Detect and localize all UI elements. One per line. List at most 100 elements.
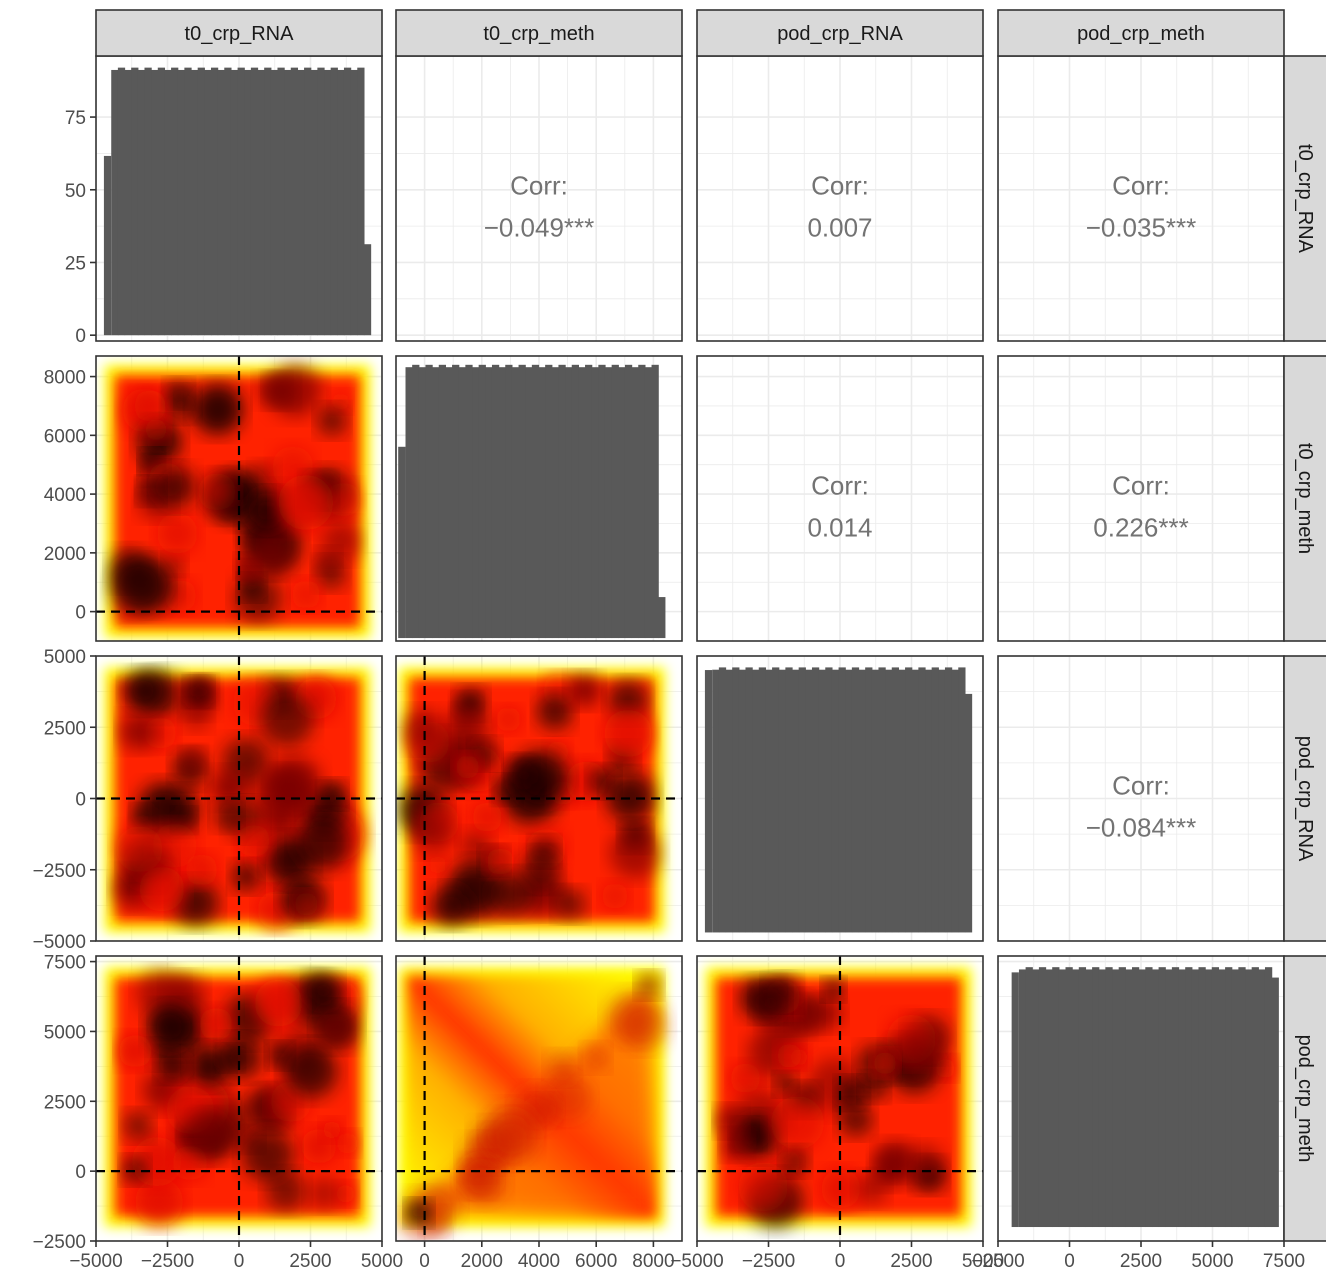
- density-blob: [770, 1096, 825, 1150]
- density-blob: [247, 491, 287, 531]
- density-blob: [823, 979, 844, 1000]
- histogram-bar: [551, 367, 560, 639]
- histogram-bar: [184, 67, 192, 336]
- density-blob: [775, 1073, 796, 1095]
- strip-background: [95, 9, 383, 57]
- density-blob: [489, 872, 534, 916]
- density-blob: [131, 806, 155, 830]
- x-tick-label: −5000: [670, 1251, 723, 1272]
- density-blob: [837, 1078, 866, 1107]
- histogram-bar: [1065, 967, 1073, 1228]
- density-blob: [164, 975, 205, 1015]
- density-blob: [185, 1108, 236, 1158]
- histogram-bar: [1038, 967, 1047, 1228]
- density-blob: [219, 1046, 242, 1070]
- x-tick-label: 5000: [962, 1251, 1004, 1272]
- histogram-bar: [752, 669, 760, 933]
- density-blob: [197, 472, 236, 511]
- density-blob: [876, 1141, 914, 1178]
- histogram-bar: [432, 367, 440, 639]
- histogram-bar: [818, 669, 826, 933]
- x-tick-label: 2000: [461, 1251, 503, 1272]
- density-blob: [446, 709, 489, 752]
- density-blob: [412, 812, 454, 854]
- histogram-bar: [438, 364, 447, 639]
- histogram-bar: [124, 69, 132, 336]
- histogram-bar: [357, 67, 365, 336]
- histogram-bar: [1058, 969, 1067, 1228]
- histogram-bar: [1225, 967, 1233, 1228]
- density-blob: [267, 756, 322, 811]
- y-tick-label: 75: [65, 108, 86, 129]
- y-tick-label: 5000: [44, 1022, 86, 1043]
- corr-value: −0.084***: [1086, 813, 1197, 843]
- panel-pod_crp_meth-t0_crp_RNA: [95, 955, 383, 1242]
- histogram-bar: [651, 364, 659, 639]
- histogram-bar: [871, 669, 880, 933]
- density-blob: [231, 862, 260, 892]
- histogram-bar: [478, 364, 486, 639]
- histogram-bar: [951, 669, 959, 933]
- density-blob: [237, 824, 271, 858]
- histogram-bar: [944, 667, 953, 933]
- density-blob: [753, 986, 788, 1020]
- strip-right-pod_crp_meth: pod_crp_meth: [1283, 955, 1326, 1242]
- density-blob: [412, 981, 651, 1214]
- y-tick-label: 0: [75, 326, 86, 347]
- histogram-bar: [591, 367, 599, 639]
- x-tick-label: 5000: [1191, 1251, 1233, 1272]
- histogram-bar: [1011, 972, 1019, 1228]
- y-tick-label: −5000: [33, 932, 86, 953]
- density-blob: [486, 847, 515, 876]
- histogram-bar: [838, 667, 846, 933]
- histogram-bar: [825, 667, 833, 933]
- panel-grid: [396, 56, 682, 341]
- histogram-bar: [505, 364, 513, 639]
- density-blob: [192, 384, 243, 435]
- panel-pod_crp_RNA-pod_crp_RNA: [696, 655, 984, 942]
- density-blob: [319, 781, 345, 807]
- density-blob: [185, 853, 218, 886]
- panel-border: [95, 355, 383, 642]
- histogram-bar: [418, 367, 427, 639]
- density-blob: [147, 1004, 192, 1049]
- histogram-bar: [925, 669, 933, 933]
- histogram-bar: [337, 69, 345, 336]
- histogram-bar: [558, 364, 566, 639]
- density-blob: [431, 886, 471, 926]
- strip-right-t0_crp_RNA: t0_crp_RNA: [1283, 55, 1326, 342]
- density-blob: [582, 1044, 609, 1071]
- histogram-bar: [598, 364, 606, 639]
- histogram-bar: [1078, 967, 1087, 1228]
- histogram-bar: [765, 669, 773, 933]
- density-blob: [240, 575, 264, 599]
- strip-background: [997, 9, 1285, 57]
- panel-pod_crp_RNA-t0_crp_meth: [395, 655, 683, 942]
- histogram-bar: [565, 367, 573, 639]
- histogram-bar: [217, 69, 225, 336]
- histogram-bar: [725, 669, 733, 933]
- density-blob: [123, 670, 164, 711]
- histogram-bar: [1158, 967, 1166, 1228]
- density-blob: [199, 1007, 233, 1041]
- x-tick-label: −5000: [69, 1251, 122, 1272]
- strip-label: t0_crp_RNA: [185, 23, 295, 45]
- density-blob: [294, 891, 319, 917]
- density-blob: [722, 1131, 751, 1159]
- histogram-bar: [1032, 969, 1040, 1228]
- histogram-bar: [485, 367, 493, 639]
- histogram-bar: [525, 367, 533, 639]
- panel-t0_crp_RNA-t0_crp_meth: Corr: −0.049***: [395, 55, 683, 342]
- density-blob: [139, 866, 185, 912]
- x-tick-label: 0: [419, 1251, 430, 1272]
- histogram-bar: [171, 67, 179, 336]
- density-blob: [896, 1031, 940, 1074]
- panel-t0_crp_meth-t0_crp_RNA: [95, 355, 383, 642]
- histogram-bar: [911, 669, 919, 933]
- histogram-bar: [204, 69, 212, 336]
- corr-value: 0.014: [807, 513, 872, 543]
- histogram-bar: [1205, 969, 1213, 1228]
- x-tick-label: −2500: [971, 1251, 1024, 1272]
- histogram-bar: [1151, 969, 1160, 1228]
- density-blob: [164, 388, 197, 420]
